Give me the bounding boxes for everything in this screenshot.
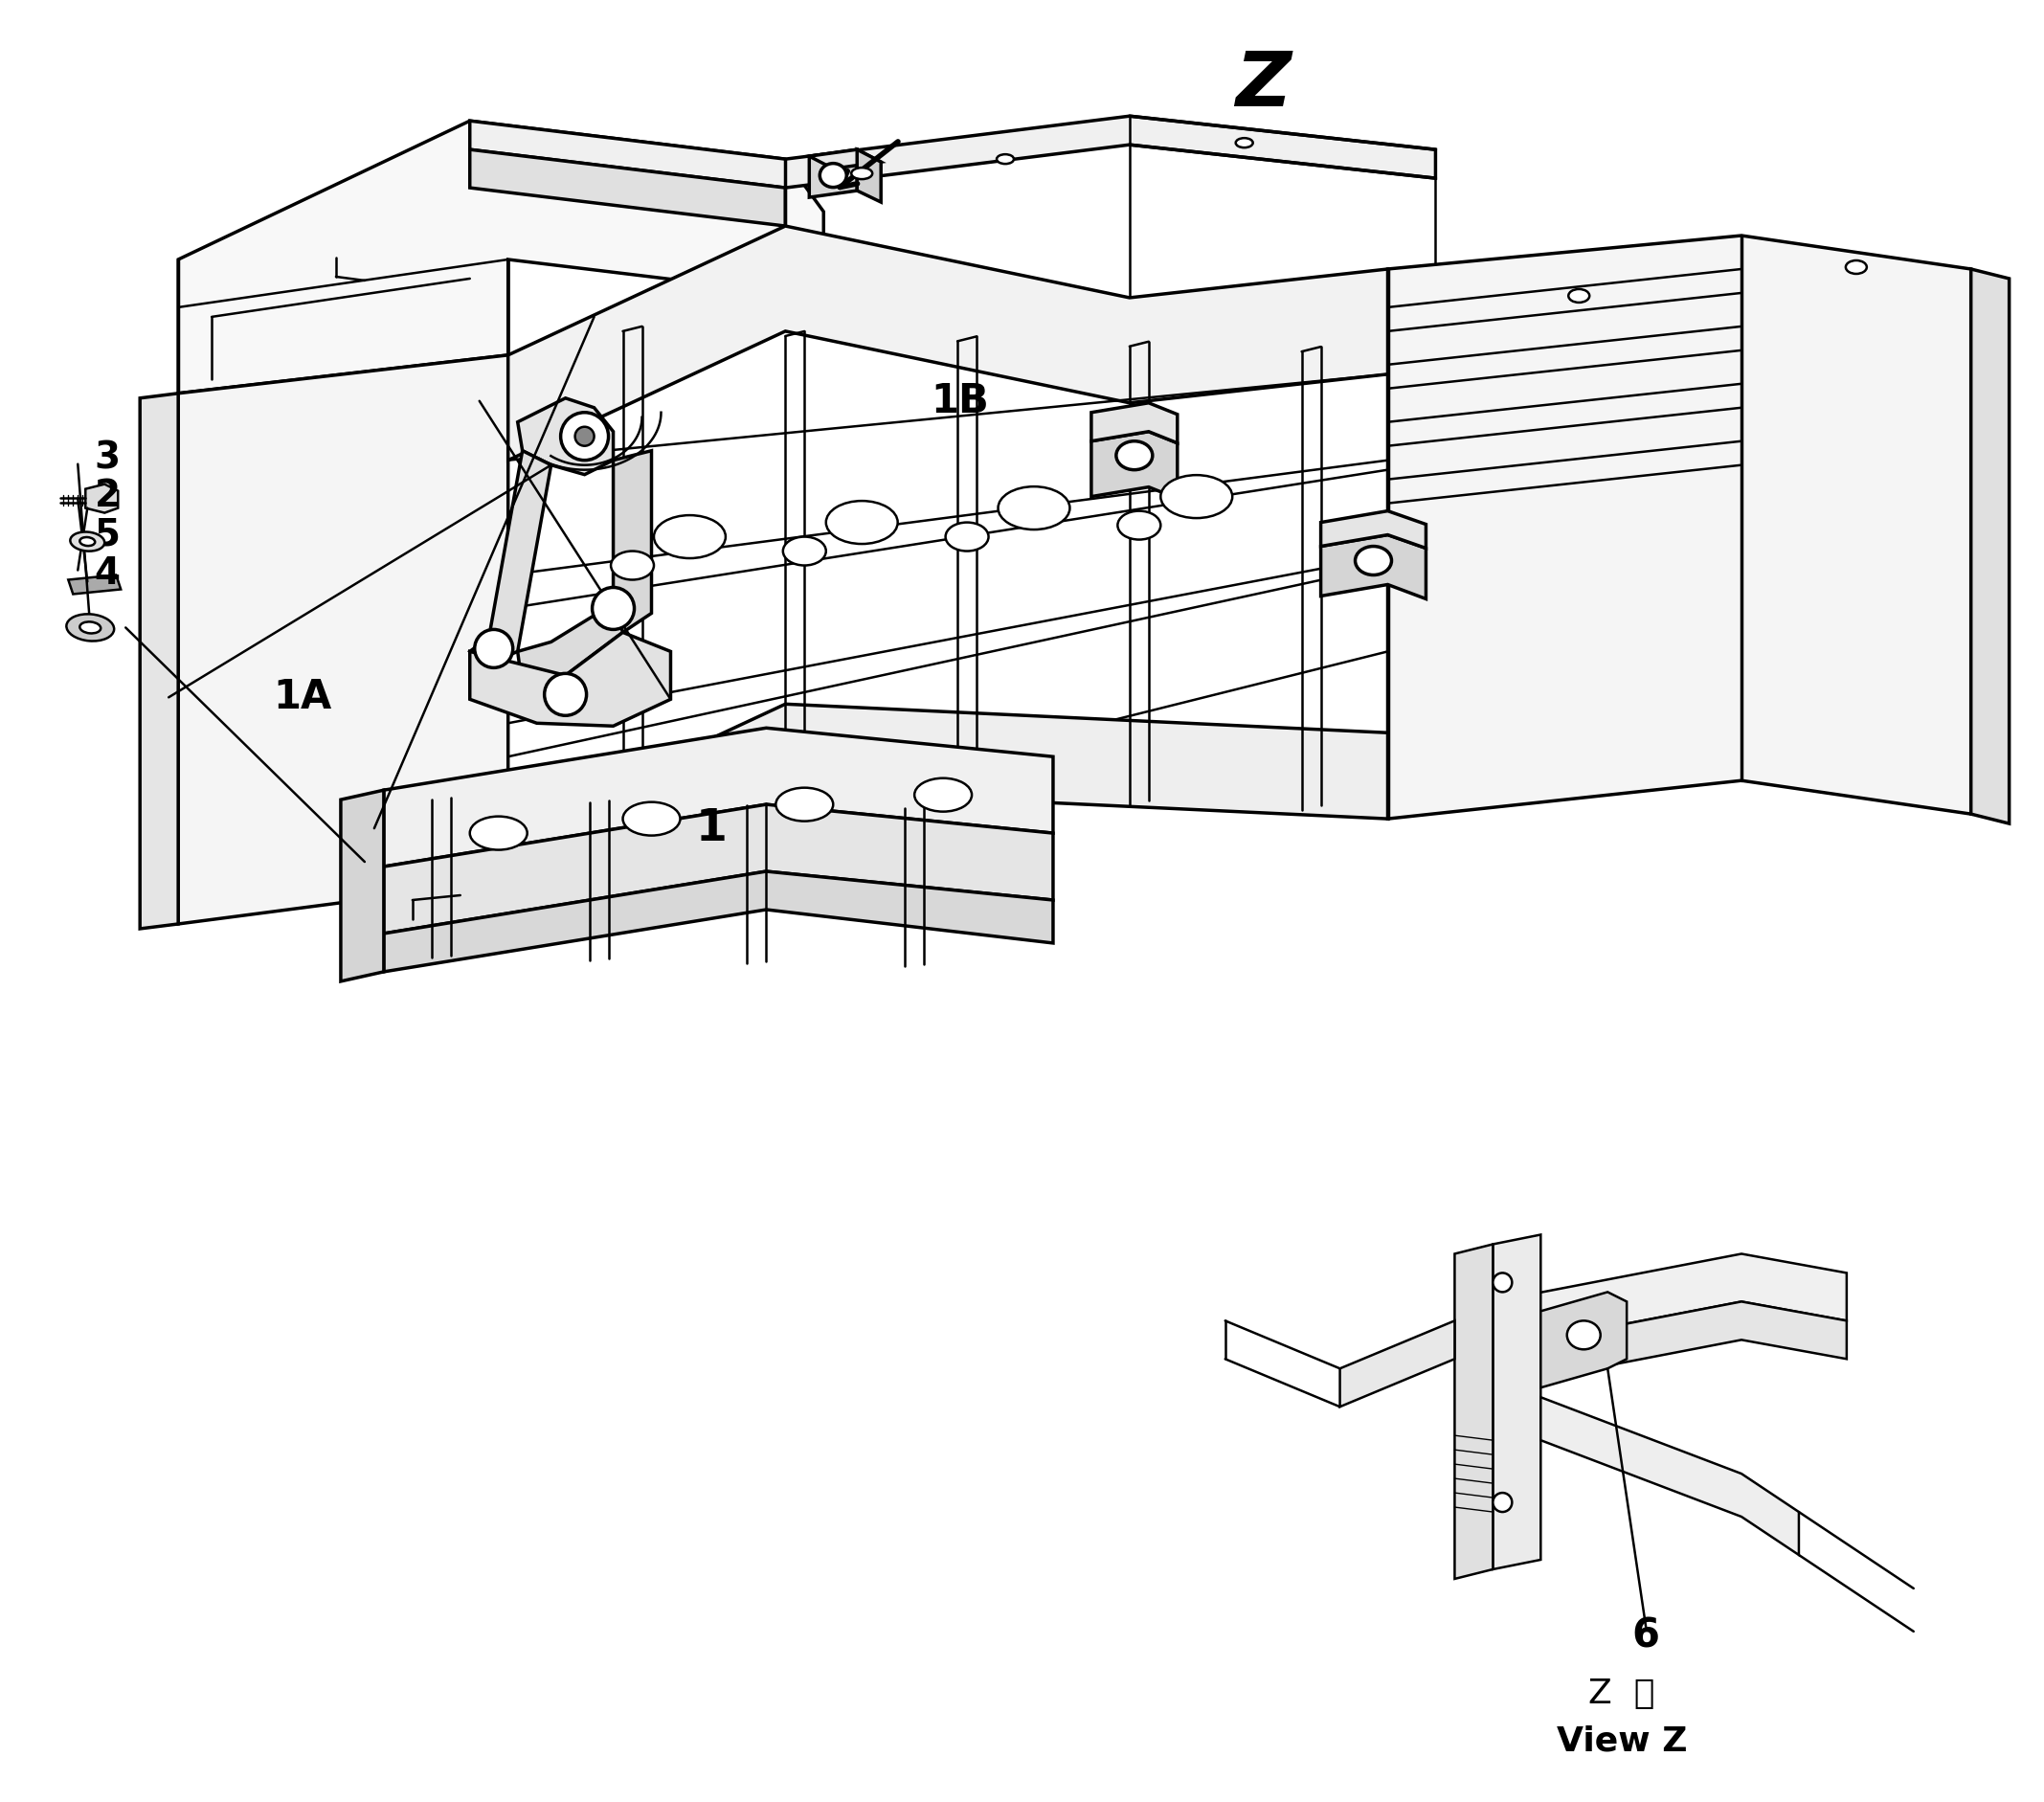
Polygon shape: [1541, 1292, 1627, 1388]
Text: 1: 1: [697, 807, 728, 851]
Polygon shape: [1492, 1254, 1846, 1350]
Polygon shape: [1970, 268, 2009, 824]
Text: 1A: 1A: [274, 678, 331, 717]
Polygon shape: [595, 450, 652, 633]
Ellipse shape: [80, 537, 94, 546]
Circle shape: [1492, 1492, 1513, 1512]
Polygon shape: [67, 575, 121, 595]
Polygon shape: [809, 150, 881, 169]
Ellipse shape: [820, 164, 846, 187]
Polygon shape: [384, 872, 1053, 971]
Polygon shape: [809, 150, 856, 198]
Ellipse shape: [1237, 139, 1253, 148]
Text: 3: 3: [94, 440, 121, 476]
Polygon shape: [470, 150, 785, 225]
Polygon shape: [509, 705, 1388, 919]
Ellipse shape: [80, 622, 100, 633]
Polygon shape: [517, 398, 613, 474]
Text: 6: 6: [1631, 1616, 1660, 1656]
Polygon shape: [1320, 512, 1427, 548]
Polygon shape: [139, 393, 178, 928]
Polygon shape: [470, 450, 552, 665]
Ellipse shape: [1116, 441, 1153, 470]
Polygon shape: [384, 804, 1053, 933]
Text: Z: Z: [1235, 49, 1292, 123]
Ellipse shape: [611, 551, 654, 580]
Ellipse shape: [946, 523, 989, 551]
Text: 1B: 1B: [932, 380, 989, 422]
Ellipse shape: [783, 537, 826, 566]
Ellipse shape: [1846, 261, 1866, 274]
Text: 4: 4: [94, 555, 121, 591]
Polygon shape: [1541, 1397, 1799, 1555]
Polygon shape: [517, 604, 623, 688]
Circle shape: [474, 629, 513, 669]
Ellipse shape: [69, 532, 104, 551]
Polygon shape: [509, 225, 1388, 460]
Polygon shape: [856, 150, 881, 202]
Ellipse shape: [914, 778, 971, 811]
Ellipse shape: [1355, 546, 1392, 575]
Circle shape: [574, 427, 595, 445]
Ellipse shape: [777, 787, 834, 822]
Polygon shape: [1091, 404, 1177, 443]
Polygon shape: [86, 485, 119, 514]
Polygon shape: [1388, 236, 1970, 818]
Ellipse shape: [65, 614, 114, 642]
Polygon shape: [1091, 431, 1177, 499]
Ellipse shape: [654, 515, 726, 559]
Polygon shape: [1320, 535, 1427, 598]
Ellipse shape: [826, 501, 897, 544]
Polygon shape: [470, 115, 1435, 187]
Circle shape: [560, 413, 609, 460]
Polygon shape: [1455, 1243, 1492, 1579]
Ellipse shape: [1161, 476, 1233, 519]
Text: View Z: View Z: [1558, 1725, 1686, 1757]
Ellipse shape: [1568, 288, 1590, 303]
Text: 2: 2: [94, 478, 121, 514]
Ellipse shape: [623, 802, 681, 836]
Circle shape: [1492, 1272, 1513, 1292]
Ellipse shape: [997, 155, 1014, 164]
Polygon shape: [470, 633, 670, 726]
Text: 5: 5: [94, 517, 121, 553]
Ellipse shape: [1118, 512, 1161, 539]
Polygon shape: [178, 355, 509, 924]
Circle shape: [544, 674, 587, 715]
Polygon shape: [1492, 1234, 1541, 1570]
Polygon shape: [341, 789, 384, 982]
Circle shape: [593, 587, 634, 629]
Polygon shape: [384, 728, 1053, 867]
Ellipse shape: [852, 168, 873, 178]
Ellipse shape: [470, 816, 527, 851]
Polygon shape: [1341, 1321, 1455, 1407]
Text: Z  視: Z 視: [1588, 1678, 1656, 1710]
Polygon shape: [178, 121, 824, 393]
Ellipse shape: [997, 487, 1069, 530]
Polygon shape: [1492, 1301, 1846, 1388]
Ellipse shape: [1568, 1321, 1600, 1350]
